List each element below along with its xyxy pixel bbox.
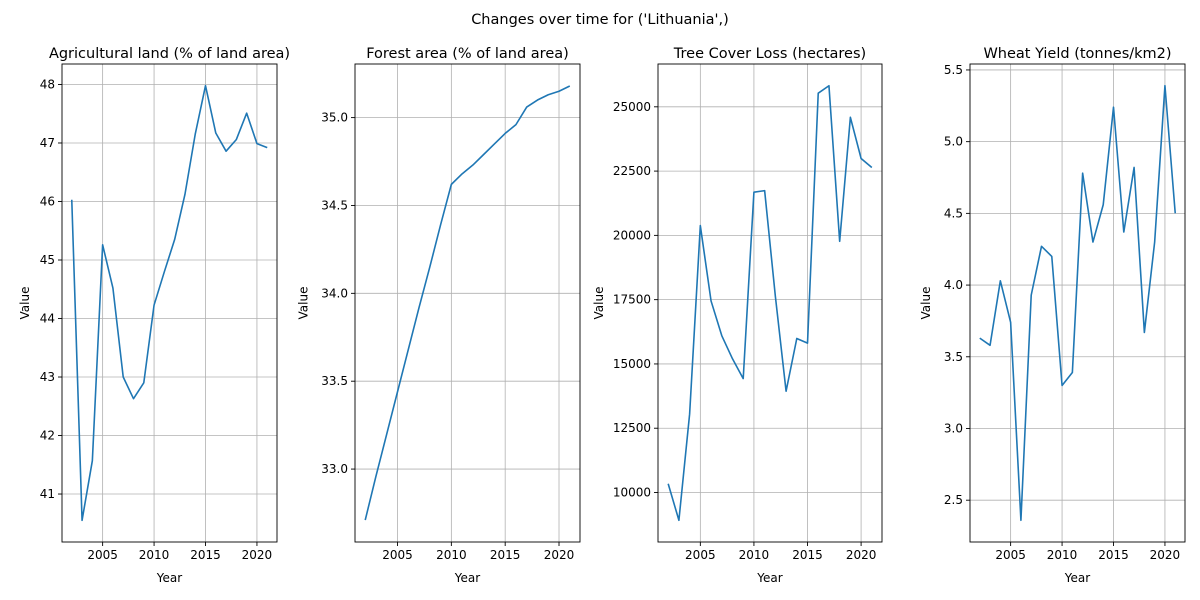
- y-axis-label: Value: [296, 287, 310, 320]
- y-tick-label: 34.5: [321, 198, 348, 212]
- x-tick-label: 2020: [846, 548, 877, 562]
- y-tick-label: 35.0: [321, 111, 348, 125]
- x-tick-label: 2005: [382, 548, 413, 562]
- axes-frame: [61, 63, 278, 543]
- x-tick-label: 2005: [995, 548, 1026, 562]
- x-axis-label: Year: [1064, 571, 1090, 585]
- x-tick-label: 2015: [792, 548, 823, 562]
- y-tick-label: 45: [40, 253, 55, 267]
- x-tick-label: 2020: [544, 548, 575, 562]
- y-tick-label: 41: [40, 487, 55, 501]
- y-tick-label: 33.0: [321, 462, 348, 476]
- x-axis-label: Year: [756, 571, 782, 585]
- subplot-2: 2005 2010 2015 2020 33.0 33.5 34.0 34.5 35.0 Fore…: [296, 46, 581, 585]
- subplot-title: Agricultural land (% of land area): [49, 46, 290, 62]
- series-line: [667, 84, 873, 522]
- y-tick-label: 44: [40, 312, 55, 326]
- y-tick-label: 5.0: [944, 135, 963, 149]
- y-tick-label: 15000: [613, 357, 651, 371]
- x-tick-label: 2020: [242, 548, 273, 562]
- x-tick-label: 2010: [139, 548, 170, 562]
- series-line: [70, 84, 268, 522]
- x-tick-label: 2015: [490, 548, 521, 562]
- subplot-title: Tree Cover Loss (hectares): [673, 46, 866, 62]
- x-tick-label: 2005: [685, 548, 716, 562]
- y-tick-label: 34.0: [321, 286, 348, 300]
- x-tick-label: 2015: [190, 548, 221, 562]
- y-tick-label: 17500: [613, 293, 651, 307]
- y-tick-label: 48: [40, 77, 55, 91]
- x-tick-label: 2020: [1150, 548, 1181, 562]
- subplot-title: Wheat Yield (tonnes/km2): [983, 46, 1171, 62]
- y-tick-label: 42: [40, 429, 55, 443]
- x-tick-label: 2005: [87, 548, 118, 562]
- y-tick-label: 3.0: [944, 421, 963, 435]
- y-tick-label: 12500: [613, 421, 651, 435]
- y-tick-label: 46: [40, 194, 55, 208]
- axes-frame: [969, 63, 1186, 543]
- y-axis-label: Value: [18, 287, 32, 320]
- subplot-3: 2005 2010 2015 2020 10000 12500 15000 17500 2000…: [592, 46, 883, 585]
- x-axis-label: Year: [156, 571, 182, 585]
- subplot-title: Forest area (% of land area): [366, 46, 569, 62]
- y-tick-label: 22500: [613, 164, 651, 178]
- subplot-1: 2005 2010 2015 2020 41 42 43 44 45 46 47 48 Agricult…: [18, 46, 290, 585]
- axes-frame: [354, 63, 581, 543]
- x-axis-label: Year: [454, 571, 480, 585]
- y-tick-label: 43: [40, 370, 55, 384]
- y-tick-label: 10000: [613, 486, 651, 500]
- x-tick-label: 2010: [1047, 548, 1078, 562]
- figure-suptitle: Changes over time for ('Lithuania',): [471, 12, 729, 28]
- y-axis-label: Value: [919, 287, 933, 320]
- y-tick-label: 4.5: [944, 206, 963, 220]
- y-tick-label: 3.5: [944, 350, 963, 364]
- subplot-4: 2005 2010 2015 2020 2.5 3.0 3.5 4.0 4.5 5.0 5.5 Whe…: [919, 46, 1186, 585]
- y-tick-label: 33.5: [321, 374, 348, 388]
- y-tick-label: 47: [40, 136, 55, 150]
- x-tick-label: 2015: [1098, 548, 1129, 562]
- series-line: [364, 85, 571, 521]
- y-tick-label: 25000: [613, 100, 651, 114]
- y-tick-label: 20000: [613, 228, 651, 242]
- y-tick-label: 5.5: [944, 63, 963, 77]
- x-tick-label: 2010: [436, 548, 467, 562]
- y-tick-label: 2.5: [944, 493, 963, 507]
- y-axis-label: Value: [592, 287, 606, 320]
- axes-frame: [657, 63, 883, 543]
- y-tick-label: 4.0: [944, 278, 963, 292]
- x-tick-label: 2010: [739, 548, 770, 562]
- series-line: [979, 84, 1177, 522]
